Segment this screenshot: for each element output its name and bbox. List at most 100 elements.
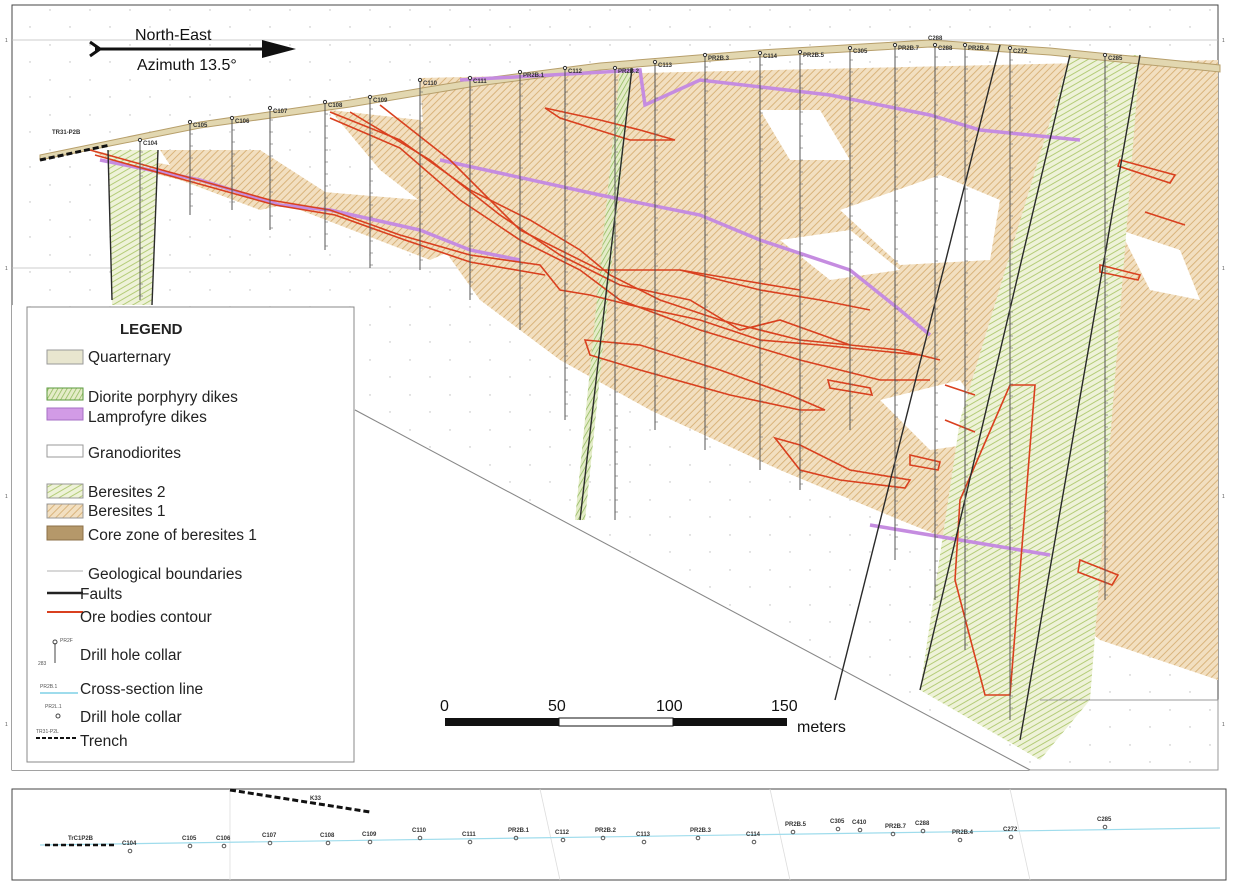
drill-hole: C285 — [1102, 52, 1123, 600]
legend-label-lamprofyre: Lamprofyre dikes — [88, 409, 207, 426]
plan-hole-label: C107 — [262, 833, 277, 839]
legend-swatch-granodiorites — [46, 444, 84, 458]
trench-label: TR31-P2B — [52, 130, 81, 136]
plan-hole-label: C111 — [462, 832, 476, 838]
scale-tick-150: 150 — [771, 698, 798, 715]
legend: LEGEND Quarternary Diorite porphyry dike… — [26, 306, 355, 763]
drill-hole: PR2B.4 — [962, 42, 990, 650]
plan-hole: C111 — [462, 832, 476, 845]
plan-hole: PR2B.7 — [885, 824, 907, 837]
plan-hole-label: C288 — [915, 821, 930, 827]
plan-hole: C108 — [320, 833, 335, 846]
plan-hole-label: C410 — [852, 820, 867, 826]
plan-hole: C106 — [216, 836, 231, 849]
direction-name: North-East — [135, 27, 212, 44]
svg-text:1: 1 — [5, 494, 8, 500]
svg-text:PR2B.1: PR2B.1 — [40, 684, 57, 690]
plan-hole-label: PR2B.1 — [508, 828, 530, 834]
legend-label-collar-1: Drill hole collar — [80, 647, 182, 664]
plan-hole: C305 — [830, 819, 845, 832]
drill-hole: C105 — [187, 119, 208, 215]
plan-hole: PR2B.3 — [690, 828, 712, 841]
svg-text:1: 1 — [1222, 38, 1225, 44]
scale-tick-0: 0 — [440, 698, 449, 715]
plan-view: TrC1P2B K33 C104 C105 C106 C107 C108 C109 C110… — [11, 788, 1227, 881]
legend-label-quarternary: Quarternary — [88, 349, 171, 366]
plan-hole: C109 — [362, 832, 377, 845]
drill-hole-label: C288 — [938, 46, 953, 52]
legend-label-trench: Trench — [80, 733, 128, 750]
legend-label-collar-2: Drill hole collar — [80, 709, 182, 726]
legend-label-beresites-2: Beresites 2 — [88, 484, 166, 501]
plan-hole: C104 — [122, 841, 137, 854]
plan-hole-label: C105 — [182, 836, 197, 842]
drill-hole-label: C111 — [473, 79, 487, 85]
legend-label-granodiorites: Granodiorites — [88, 445, 181, 462]
plan-hole-label: PR2B.2 — [595, 828, 617, 834]
svg-text:TR31-P2L: TR31-P2L — [36, 729, 59, 735]
drill-hole: C109 — [367, 94, 388, 268]
direction-azimuth: Azimuth 13.5° — [137, 57, 237, 74]
plan-hole-label: C110 — [412, 828, 427, 834]
plan-frame — [11, 788, 1227, 881]
plan-hole-label: C112 — [555, 830, 570, 836]
svg-text:283: 283 — [38, 661, 47, 667]
drill-hole-label: C113 — [658, 63, 673, 69]
legend-label-faults: Faults — [80, 586, 122, 603]
legend-label-boundaries: Geological boundaries — [88, 566, 242, 583]
plan-hole: C288 — [915, 821, 930, 834]
plan-hole: PR2B.4 — [952, 830, 974, 843]
drill-hole-label: PR2B.3 — [708, 56, 730, 62]
svg-text:1: 1 — [1222, 266, 1225, 272]
drill-hole: C111 — [467, 75, 487, 300]
svg-text:PR2F: PR2F — [60, 638, 73, 644]
plan-hole-label: C113 — [636, 832, 651, 838]
drill-hole: C104 — [137, 137, 158, 300]
plan-section-line — [39, 827, 1221, 846]
drill-hole: C114 — [757, 50, 778, 470]
plan-hole: C112 — [555, 830, 570, 843]
svg-text:1: 1 — [1222, 722, 1225, 728]
drill-hole-label: C109 — [373, 98, 388, 104]
drill-hole-label: C288 — [928, 36, 943, 42]
drill-hole: PR2B.3 — [702, 52, 730, 450]
beresites-2-zone — [108, 55, 1140, 760]
geological-boundary — [354, 409, 1031, 771]
trench-dashes — [39, 143, 111, 162]
drill-hole: C110 — [417, 77, 438, 270]
plan-hole-label: C305 — [830, 819, 845, 825]
grid-tick-labels: 1 1 1 1 1 1 1 1 — [5, 38, 1225, 728]
legend-label-core-zone: Core zone of beresites 1 — [88, 527, 257, 544]
plan-hole: C105 — [182, 836, 197, 849]
faults — [107, 44, 1141, 741]
drill-hole-label: C272 — [1013, 49, 1028, 55]
drill-hole: C305 — [847, 45, 868, 430]
legend-label-beresites-1: Beresites 1 — [88, 503, 166, 520]
legend-swatch-beresites-2 — [46, 483, 84, 499]
drill-hole: C108 — [322, 99, 343, 250]
svg-text:1: 1 — [5, 266, 8, 272]
drill-hole: C288 — [932, 42, 953, 600]
legend-label-diorite: Diorite porphyry dikes — [88, 389, 238, 406]
plan-hole-label: PR2B.4 — [952, 830, 974, 836]
drill-hole: PR2B.1 — [517, 69, 545, 330]
plan-hole-label: PR2B.5 — [785, 822, 807, 828]
drill-hole-label: C305 — [853, 49, 868, 55]
legend-swatch-section-line: PR2B.1 — [40, 684, 78, 694]
legend-label-section-line: Cross-section line — [80, 681, 203, 698]
drill-hole-label: C107 — [273, 109, 288, 115]
plan-hole-label: C106 — [216, 836, 231, 842]
drill-hole-label: C112 — [568, 69, 583, 75]
svg-text:PR2L.1: PR2L.1 — [45, 704, 62, 710]
scale-bar: 0 50 100 150 meters — [440, 698, 846, 736]
direction-indicator: North-East Azimuth 13.5° — [89, 27, 296, 74]
plan-hole-label: C109 — [362, 832, 377, 838]
drill-hole: C106 — [229, 115, 250, 210]
plan-trench-top — [229, 788, 371, 814]
scale-tick-50: 50 — [548, 698, 566, 715]
plan-trench-top-label: K33 — [310, 796, 322, 802]
svg-text:1: 1 — [5, 38, 8, 44]
drill-hole-label: C285 — [1108, 56, 1123, 62]
plan-hole: C107 — [262, 833, 277, 846]
